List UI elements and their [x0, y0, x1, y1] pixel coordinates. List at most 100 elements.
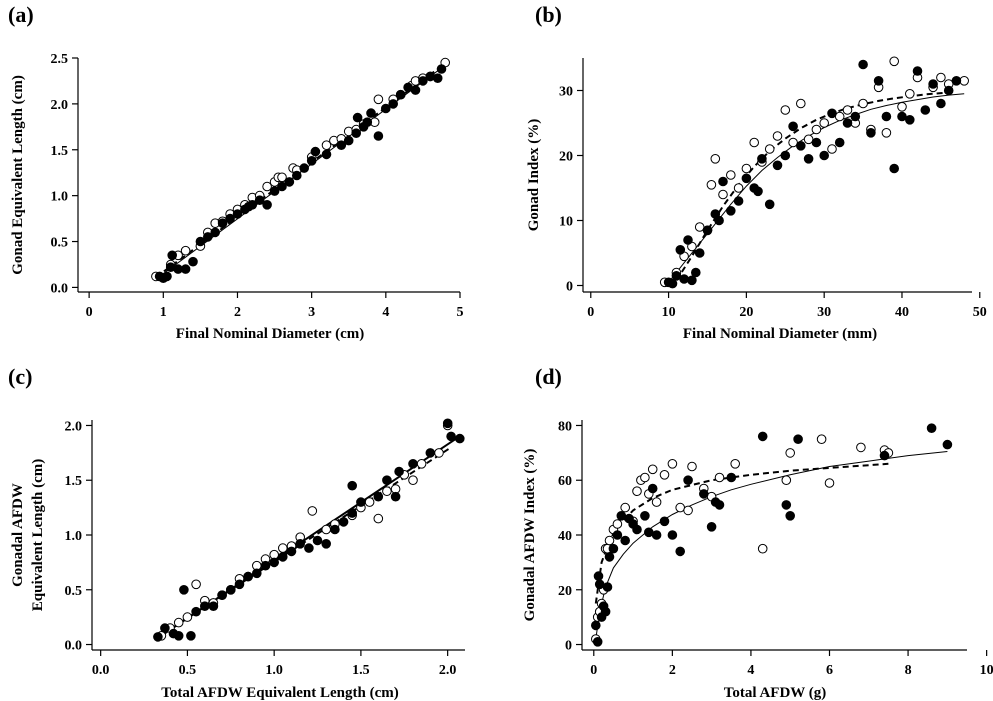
- data-point-filled: [793, 434, 803, 445]
- data-point-filled: [394, 466, 404, 477]
- data-point-open: [749, 137, 760, 148]
- x-tick-label: 30: [817, 305, 831, 320]
- data-point-filled: [292, 170, 302, 181]
- data-point-filled: [592, 637, 603, 647]
- y-axis-title: Gonad Equivalent Length (cm): [10, 75, 26, 275]
- y-tick-label: 0.5: [65, 584, 83, 599]
- data-point-filled: [388, 99, 399, 109]
- data-point-filled: [455, 433, 465, 444]
- y-axis-title: Equivalent Length (cm): [30, 459, 46, 612]
- data-point-filled: [408, 459, 418, 469]
- data-point-filled: [679, 274, 689, 284]
- data-point-filled: [352, 112, 363, 123]
- data-point-filled: [347, 480, 358, 491]
- data-point-open: [683, 505, 693, 516]
- y-tick-label: 40: [558, 529, 572, 544]
- data-point-filled: [772, 160, 783, 171]
- data-point-filled: [753, 186, 763, 197]
- data-point-filled: [356, 497, 366, 507]
- data-point-filled: [167, 250, 177, 261]
- x-tick-label: 6: [826, 663, 833, 678]
- y-tick-label: 2.0: [51, 98, 69, 113]
- data-point-filled: [667, 278, 678, 289]
- data-point-filled: [373, 491, 384, 502]
- y-tick-label: 60: [558, 474, 572, 489]
- y-axis-title: Gonadal AFDW: [10, 483, 26, 587]
- data-point-filled: [173, 631, 184, 641]
- data-point-filled: [827, 108, 837, 119]
- x-tick-label: 40: [895, 305, 909, 320]
- data-point-open: [824, 478, 835, 488]
- data-point-filled: [879, 450, 890, 461]
- data-point-filled: [600, 606, 611, 617]
- data-point-open: [667, 459, 678, 469]
- data-point-filled: [347, 508, 358, 518]
- data-point-filled: [920, 105, 931, 115]
- data-point-open: [772, 131, 783, 141]
- data-point-open: [647, 464, 658, 475]
- data-point-filled: [706, 522, 717, 532]
- data-point-filled: [850, 111, 861, 122]
- data-point-filled: [251, 568, 262, 579]
- data-point-filled: [912, 66, 923, 76]
- data-point-filled: [295, 539, 306, 549]
- data-point-filled: [675, 245, 686, 255]
- data-point-filled: [905, 115, 915, 125]
- data-point-open: [408, 475, 418, 486]
- data-point-filled: [395, 89, 406, 100]
- data-point-open: [182, 612, 193, 622]
- x-axis-title: Total AFDW Equivalent Length (cm): [161, 685, 399, 701]
- y-tick-label: 0.5: [51, 236, 69, 251]
- y-tick-label: 20: [558, 584, 572, 599]
- data-point-filled: [160, 623, 170, 633]
- data-point-filled: [803, 154, 814, 164]
- data-point-filled: [310, 146, 321, 157]
- data-point-filled: [604, 552, 615, 562]
- y-tick-label: 10: [559, 215, 573, 230]
- data-point-filled: [714, 215, 724, 226]
- data-point-filled: [602, 582, 613, 592]
- data-point-filled: [254, 195, 265, 205]
- data-point-filled: [208, 601, 219, 612]
- data-point-filled: [373, 131, 384, 141]
- data-point-open: [856, 442, 866, 453]
- data-point-filled: [203, 232, 213, 242]
- data-point-filled: [362, 117, 373, 127]
- data-point-filled: [714, 500, 725, 510]
- data-point-open: [781, 475, 792, 486]
- data-point-filled: [410, 85, 421, 95]
- data-point-filled: [262, 200, 272, 210]
- data-point-filled: [425, 448, 436, 458]
- data-point-open: [321, 140, 332, 150]
- data-point-filled: [866, 128, 876, 138]
- panel-tag: (c): [8, 364, 32, 389]
- data-point-filled: [162, 271, 172, 282]
- data-point-filled: [683, 475, 693, 486]
- data-point-filled: [593, 571, 604, 581]
- data-point-open: [632, 486, 642, 497]
- data-point-filled: [382, 475, 392, 486]
- data-point-filled: [436, 64, 447, 74]
- data-point-filled: [796, 141, 806, 151]
- data-point-filled: [675, 546, 686, 557]
- data-point-open: [640, 472, 650, 483]
- data-point-open: [416, 459, 427, 469]
- data-point-open: [612, 519, 623, 529]
- data-point-filled: [702, 225, 713, 236]
- panel-d: (d) 0 2 4 6 8 10 0 20 40 60 80 Total AFDW (g) Gonadal…: [522, 364, 993, 701]
- data-point-open: [434, 448, 444, 458]
- data-point-open: [604, 535, 615, 546]
- data-point-open: [827, 144, 837, 154]
- x-tick-label: 4: [747, 663, 754, 678]
- data-point-filled: [299, 163, 310, 173]
- data-point-filled: [210, 227, 220, 238]
- data-point-filled: [819, 150, 830, 161]
- y-tick-label: 20: [559, 150, 573, 165]
- data-point-filled: [764, 199, 775, 210]
- data-point-open: [710, 154, 721, 164]
- data-point-filled: [591, 620, 601, 631]
- data-point-filled: [757, 431, 768, 442]
- data-point-filled: [687, 275, 697, 286]
- data-point-open: [796, 98, 806, 109]
- data-point-filled: [232, 209, 243, 219]
